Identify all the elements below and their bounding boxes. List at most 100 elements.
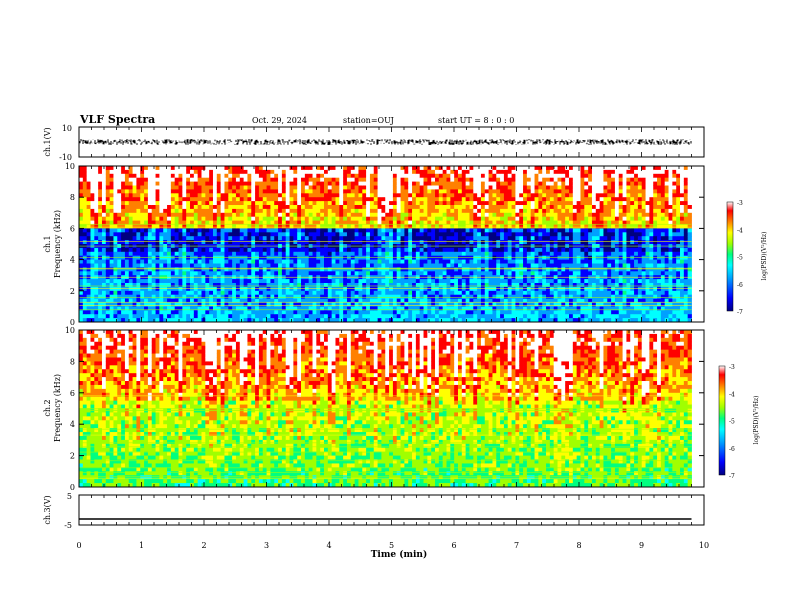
ch1-spectrogram-cell <box>251 201 256 206</box>
ch1-spectrogram-cell <box>182 286 187 292</box>
ch1-spectrogram-cell <box>534 177 539 182</box>
ch1-spectrogram-cell <box>484 271 490 276</box>
ch1-spectrogram-cell <box>101 189 107 194</box>
ch1-spectrogram-cell <box>220 228 225 233</box>
ch1-spectrogram-cell <box>408 212 413 218</box>
ch1-spectrogram-cell <box>354 286 359 292</box>
ch1-spectrogram-cell <box>477 216 482 221</box>
ch1-spectrogram-cell <box>438 189 444 194</box>
ch1-spectrogram-cell <box>327 166 333 171</box>
ch1-spectrogram-cell <box>385 236 390 241</box>
ch1-spectrogram-cell <box>553 177 558 182</box>
ch1-spectrogram-cell <box>94 177 99 182</box>
ch1-spectrogram-cell <box>316 166 321 171</box>
ch1-spectrogram-cell <box>324 314 329 319</box>
ch1-spectrogram-cell <box>427 232 432 237</box>
ch1-spectrogram-cell <box>216 220 222 225</box>
ch1-spectrogram-cell <box>358 205 363 210</box>
ch1-spectrogram-cell <box>515 236 520 241</box>
ch1-spectrogram-cell <box>530 208 535 214</box>
ch1-spectrogram-cell <box>408 177 413 182</box>
ch1-spectrogram-cell <box>304 197 310 202</box>
ch1-spectrogram-cell <box>197 212 202 218</box>
ch1-spectrogram-cell <box>159 220 164 225</box>
ch1-spectrogram-cell <box>473 247 478 253</box>
ch1-spectrogram-cell <box>270 201 275 206</box>
ch1-spectrogram-cell <box>412 263 417 268</box>
ch1-spectrogram-cell <box>343 189 348 194</box>
ch1-spectrogram-cell <box>94 302 99 307</box>
ch1-spectrogram-cell <box>270 318 275 323</box>
ch1-spectrogram-cell <box>377 310 382 315</box>
ch1-spectrogram-cell <box>546 251 551 257</box>
ch1-spectrogram-cell <box>113 189 118 194</box>
ch1-spectrogram-cell <box>124 279 130 284</box>
ch1-spectrogram-cell <box>431 197 436 202</box>
ch1-waveform-panel: 10 -10 ch.1(V) <box>43 124 705 162</box>
ch1-spectrogram-cell <box>435 251 440 257</box>
ch1-spectrogram-cell <box>320 173 325 179</box>
ch1-spectrogram-cell <box>515 185 520 190</box>
ch1-spectrogram-cell <box>392 177 398 182</box>
ch1-spectrogram-cell <box>339 189 344 194</box>
ch1-spectrogram-cell <box>151 286 156 292</box>
ch1-spectrogram-cell <box>488 279 493 284</box>
ch1-spectrogram-cell <box>492 228 497 233</box>
ch1-spectrogram-cell <box>170 185 176 190</box>
ch1-spectrogram-cell <box>178 271 183 276</box>
ch1-spectrogram-cell <box>262 177 267 182</box>
ch1-spectrogram-cell <box>243 185 248 190</box>
ch1-spectrogram-cell <box>427 271 432 276</box>
ch1-spectrogram-cell <box>427 181 432 186</box>
ch1-spectrogram-cell <box>174 177 179 182</box>
ch1-spectrogram-cell <box>209 247 214 253</box>
ch1-spectrogram-cell <box>90 193 95 198</box>
ch1-spectrogram-cell <box>346 193 352 198</box>
ch1-spectrogram-cell <box>457 236 463 241</box>
ch1-spectrogram-cell <box>427 193 432 198</box>
ch1-spectrogram-cell <box>220 271 225 276</box>
ch1-spectrogram-cell <box>155 228 160 233</box>
ch1-spectrogram-cell <box>167 181 172 186</box>
ch1-spectrogram-cell <box>454 302 459 307</box>
ch1-spectrogram-cell <box>297 306 302 311</box>
ch1-spectrogram-cell <box>105 169 111 175</box>
ch1-spectrogram-cell <box>435 247 440 253</box>
ch1-spectrogram-cell <box>174 220 179 225</box>
ch1-spectrogram-cell <box>362 271 367 276</box>
ch1-spectrogram-cell <box>327 173 333 179</box>
ch1-spectrogram-cell <box>262 205 267 210</box>
ch1-spectrogram-cell <box>320 228 325 233</box>
ch1-spectrogram-cell <box>224 310 229 315</box>
ch1-spectrogram-cell <box>503 173 509 179</box>
ch1-spectrogram-cell <box>128 298 133 303</box>
ch1-spectrogram-cell <box>147 220 153 225</box>
ch1-spectrogram-cell <box>346 290 352 296</box>
ch1-spectrogram-cell <box>312 212 317 218</box>
ch1-spectrogram-cell <box>316 232 321 237</box>
ch1-spectrogram-cell <box>450 197 455 202</box>
ch1-spectrogram-cell <box>415 197 421 202</box>
ch1-spectrogram-cell <box>147 212 153 218</box>
ch1-spectrogram-cell <box>396 283 401 288</box>
ch1-spectrogram-cell <box>105 236 111 241</box>
ch1-spectrogram-cell <box>121 224 126 229</box>
ch1-spectrogram-cell <box>124 208 130 214</box>
ch1-spectrogram-cell <box>435 232 440 237</box>
ch1-spectrogram-cell <box>289 294 294 299</box>
ch1-spectrogram-cell <box>350 197 356 202</box>
ch1-spectrogram-cell <box>220 251 225 257</box>
ch1-spectrogram-cell <box>232 271 237 276</box>
ch1-spectrogram-cell <box>507 302 512 307</box>
ch1-spectrogram-cell <box>82 189 88 194</box>
ch1-spectrogram-cell <box>190 318 195 323</box>
ch1-spectrogram-cell <box>86 240 91 245</box>
ch1-spectrogram-cell <box>228 310 233 315</box>
ch1-spectrogram-cell <box>324 173 329 179</box>
ch1-spectrogram-cell <box>232 193 237 198</box>
ch1-spectrogram-cell <box>331 302 336 307</box>
ch1-spectrogram-cell <box>515 181 520 186</box>
ch1-spectrogram-cell <box>190 286 195 292</box>
ch1-spectrogram-cell <box>373 267 378 272</box>
ch1-spectrogram-cell <box>519 286 524 292</box>
